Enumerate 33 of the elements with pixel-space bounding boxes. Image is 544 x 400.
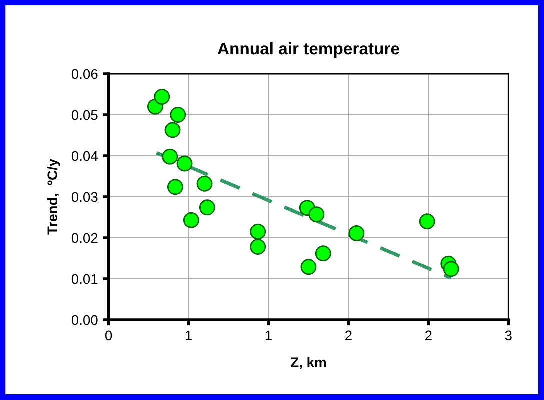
point [162,148,178,165]
x-axis-title: Z, km [291,357,326,370]
x-tick-label: 3 [505,330,512,341]
x-tick-label: 0 [105,330,112,341]
point [443,261,460,278]
point [170,107,186,123]
point [154,88,170,105]
y-tick-label: 0.00 [72,315,98,326]
point [348,226,365,242]
chart-title: Annual air temperature [218,42,400,58]
point [308,206,325,223]
y-tick-label: 0.04 [72,151,98,162]
point [199,200,216,216]
point [164,122,181,138]
point [183,212,200,228]
y-tick-label: 0.01 [72,274,98,284]
point [196,176,213,192]
x-tick-label: 1 [186,330,192,340]
y-tick-label: 0.02 [72,233,98,244]
point [176,156,193,172]
point [167,179,184,196]
y-tick-label: 0.05 [72,110,98,120]
point [419,214,436,230]
y-tick-label: 0.06 [72,69,98,80]
x-tick-label: 1 [266,330,272,340]
point [250,224,266,240]
point [315,246,332,262]
point [300,259,317,276]
x-tick-label: 2 [346,330,352,340]
point [250,239,266,255]
y-axis-title: Trend, ºC/y [47,159,60,235]
y-tick-label: 0.03 [72,192,98,202]
x-tick-label: 2 [426,330,432,340]
